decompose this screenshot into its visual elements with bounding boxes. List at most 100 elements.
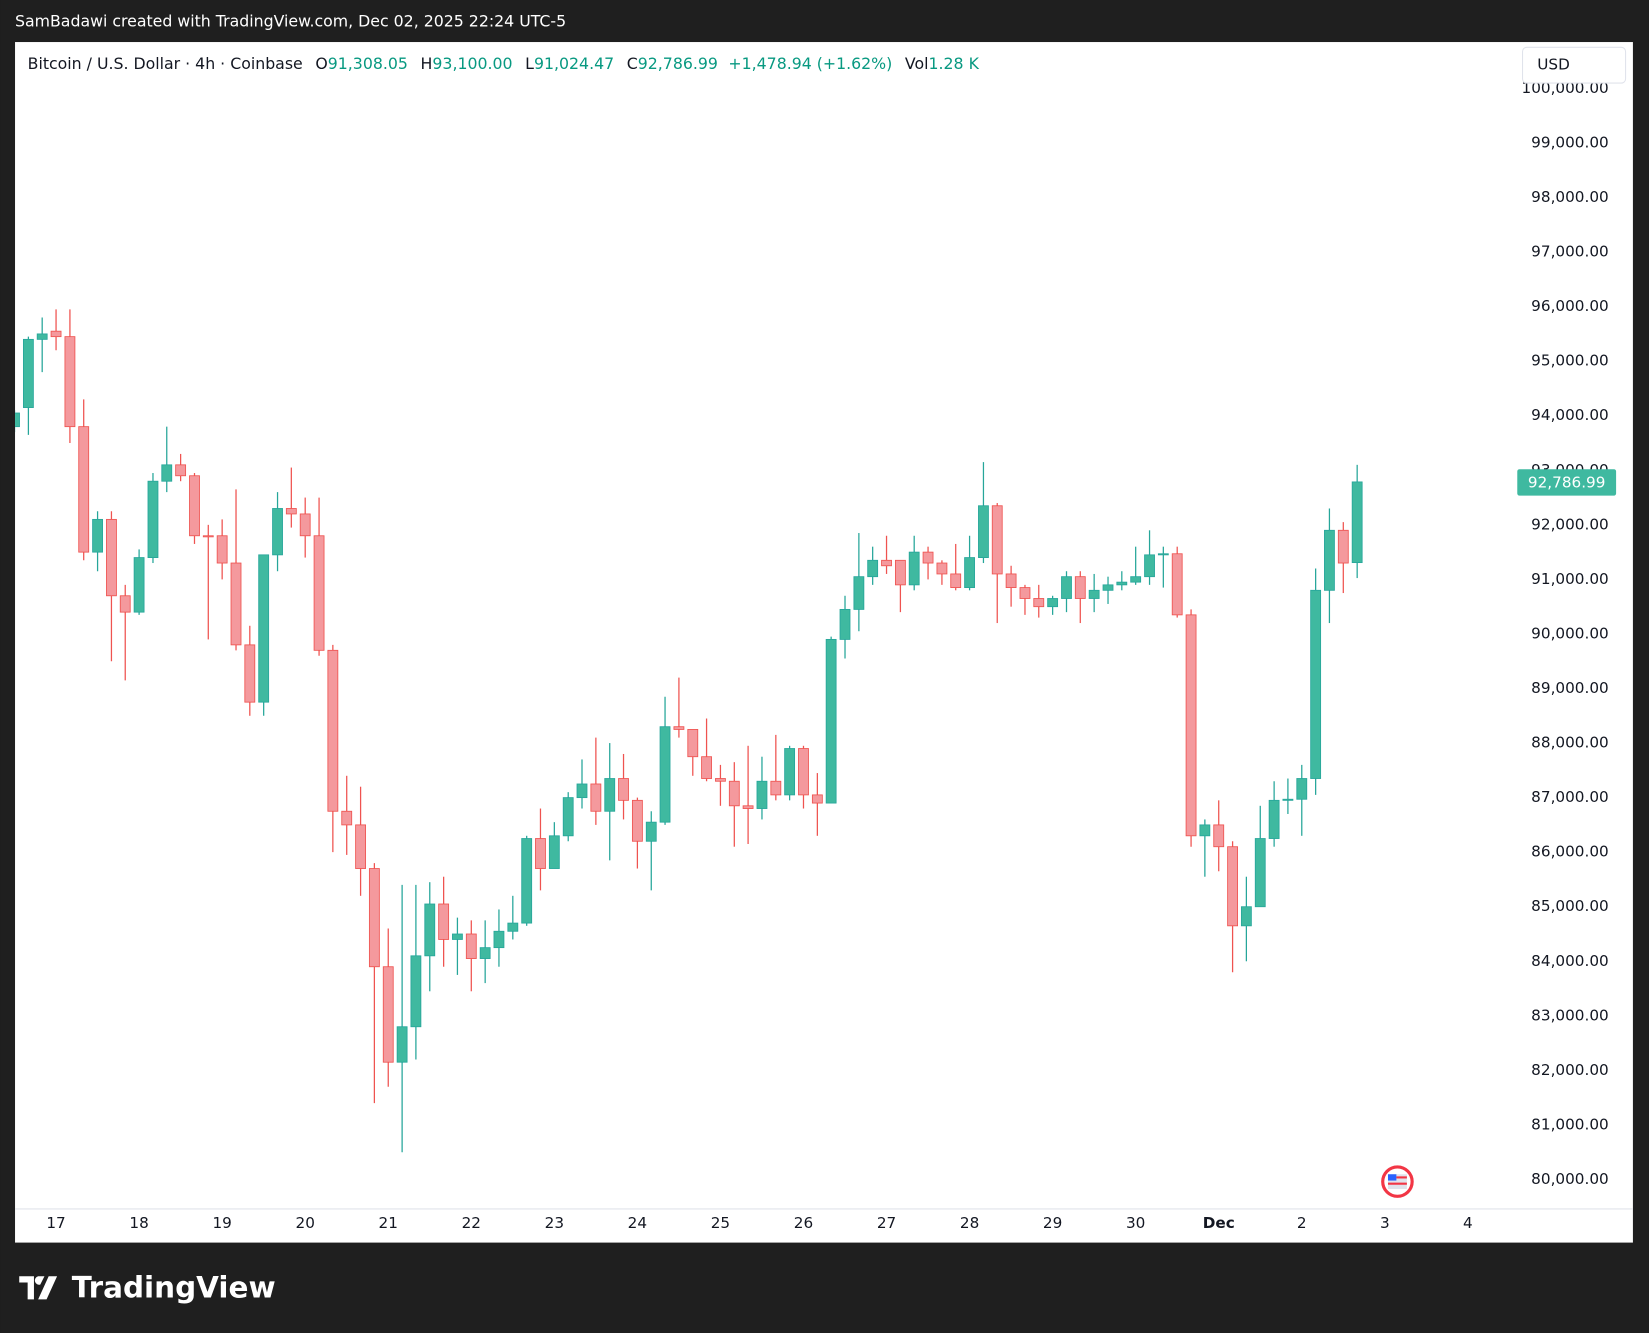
y-tick-label: 99,000.00 (1531, 133, 1609, 151)
legend-key: C (627, 54, 638, 73)
candle-body (106, 518, 117, 597)
y-tick-label: 84,000.00 (1531, 952, 1609, 970)
candle-body (50, 330, 62, 338)
legend-value: 91,308.05 (328, 54, 408, 73)
last-price-tag (1517, 469, 1617, 496)
x-tick-label: 28 (960, 1214, 979, 1232)
x-tick-label: 19 (212, 1214, 231, 1232)
y-tick-label: 87,000.00 (1531, 788, 1609, 806)
candle-body (950, 573, 962, 589)
y-tick-label: 91,000.00 (1531, 570, 1609, 588)
candle-body (285, 508, 297, 515)
legend: Bitcoin / U.S. Dollar · 4h · Coinbase O91… (28, 54, 980, 73)
x-tick-label: 18 (129, 1214, 148, 1232)
y-tick-label: 86,000.00 (1531, 843, 1609, 861)
candle-body (604, 778, 616, 812)
flag-icon (1381, 1165, 1414, 1198)
candle-body (645, 821, 657, 842)
candle-body (1130, 576, 1142, 583)
candle-body (853, 576, 865, 610)
x-tick-label: 25 (711, 1214, 730, 1232)
candle-body (687, 729, 699, 758)
x-tick-label: Dec (1203, 1214, 1235, 1232)
candle-body (119, 595, 131, 613)
y-tick-label: 94,000.00 (1531, 406, 1609, 424)
candle-body (161, 464, 173, 482)
candle-body (78, 426, 90, 553)
candle-body (881, 559, 892, 567)
candle-body (978, 505, 989, 559)
overlay: 92,786.99 USD (1517, 46, 1627, 496)
x-tick-label: 4 (1463, 1214, 1473, 1232)
candle-body (22, 338, 34, 408)
candle-body (424, 903, 436, 957)
candle-body (15, 412, 20, 428)
candle-body (701, 756, 712, 779)
candle-body (1185, 614, 1197, 837)
plot-area (15, 309, 1363, 1153)
candle-body (133, 557, 145, 613)
candle-body (1088, 589, 1100, 599)
candle-body (659, 726, 671, 823)
candle-body (1351, 481, 1363, 564)
candle-body (784, 748, 796, 796)
candle-body (189, 475, 200, 537)
candle-body (742, 805, 754, 809)
last-price-label: 92,786.99 (1528, 473, 1606, 491)
candle-body (396, 1026, 408, 1063)
candle-body (590, 783, 602, 812)
candle-body (1102, 584, 1114, 591)
y-tick-label: 95,000.00 (1531, 352, 1609, 370)
y-tick-label: 81,000.00 (1531, 1115, 1609, 1133)
legend-change: +1,478.94 (+1.62%) (728, 54, 892, 73)
candle-body (1254, 838, 1266, 908)
candle-body (244, 644, 256, 703)
chart-panel (15, 42, 1633, 1243)
candle-body (631, 799, 643, 842)
candle-body (147, 480, 159, 559)
candle-body (382, 966, 394, 1063)
candle-body (1324, 529, 1335, 591)
x-tick-label: 20 (296, 1214, 315, 1232)
candle-body (922, 551, 934, 564)
candle-body (1310, 589, 1322, 779)
candle-body (175, 464, 187, 477)
candle-body (1033, 598, 1045, 608)
candle-body (1213, 824, 1225, 848)
candle-body (410, 955, 422, 1028)
legend-value: 1.28 K (929, 54, 980, 73)
candle-body (839, 608, 851, 640)
candle-body (258, 554, 270, 703)
legend-value: 91,024.47 (534, 54, 614, 73)
candle-body (327, 649, 339, 812)
candle-body (1144, 554, 1155, 578)
logo-mark (19, 1276, 58, 1300)
candle-body (991, 505, 1003, 575)
candle-body (1337, 529, 1349, 564)
candle-body (1240, 906, 1252, 927)
x-tick-label: 22 (462, 1214, 481, 1232)
y-tick-label: 96,000.00 (1531, 297, 1609, 315)
candle-body (341, 810, 353, 826)
currency-button (1522, 46, 1627, 84)
x-tick-label: 29 (1043, 1214, 1062, 1232)
legend-value: 93,100.00 (432, 54, 512, 73)
candle-body (355, 824, 366, 869)
candle-body (92, 518, 103, 553)
x-tick-label: 17 (46, 1214, 65, 1232)
legend-key: L (525, 54, 534, 73)
candle-body (1074, 576, 1086, 599)
candle-body (1227, 846, 1238, 927)
candle-body (1157, 553, 1169, 556)
axes: 80,000.00 81,000.00 82,000.00 83,000.00 84,0… (46, 79, 1608, 1232)
currency-label[interactable]: USD (1537, 56, 1570, 74)
x-tick-label: 2 (1297, 1214, 1307, 1232)
candle-body (936, 562, 948, 575)
candle-body (36, 333, 48, 340)
candle-body (562, 797, 574, 837)
candle-body (216, 535, 228, 564)
x-tick-label: 21 (379, 1214, 398, 1232)
candle-body (618, 778, 629, 801)
candle-body (1268, 799, 1280, 839)
x-tick-label: 3 (1380, 1214, 1390, 1232)
